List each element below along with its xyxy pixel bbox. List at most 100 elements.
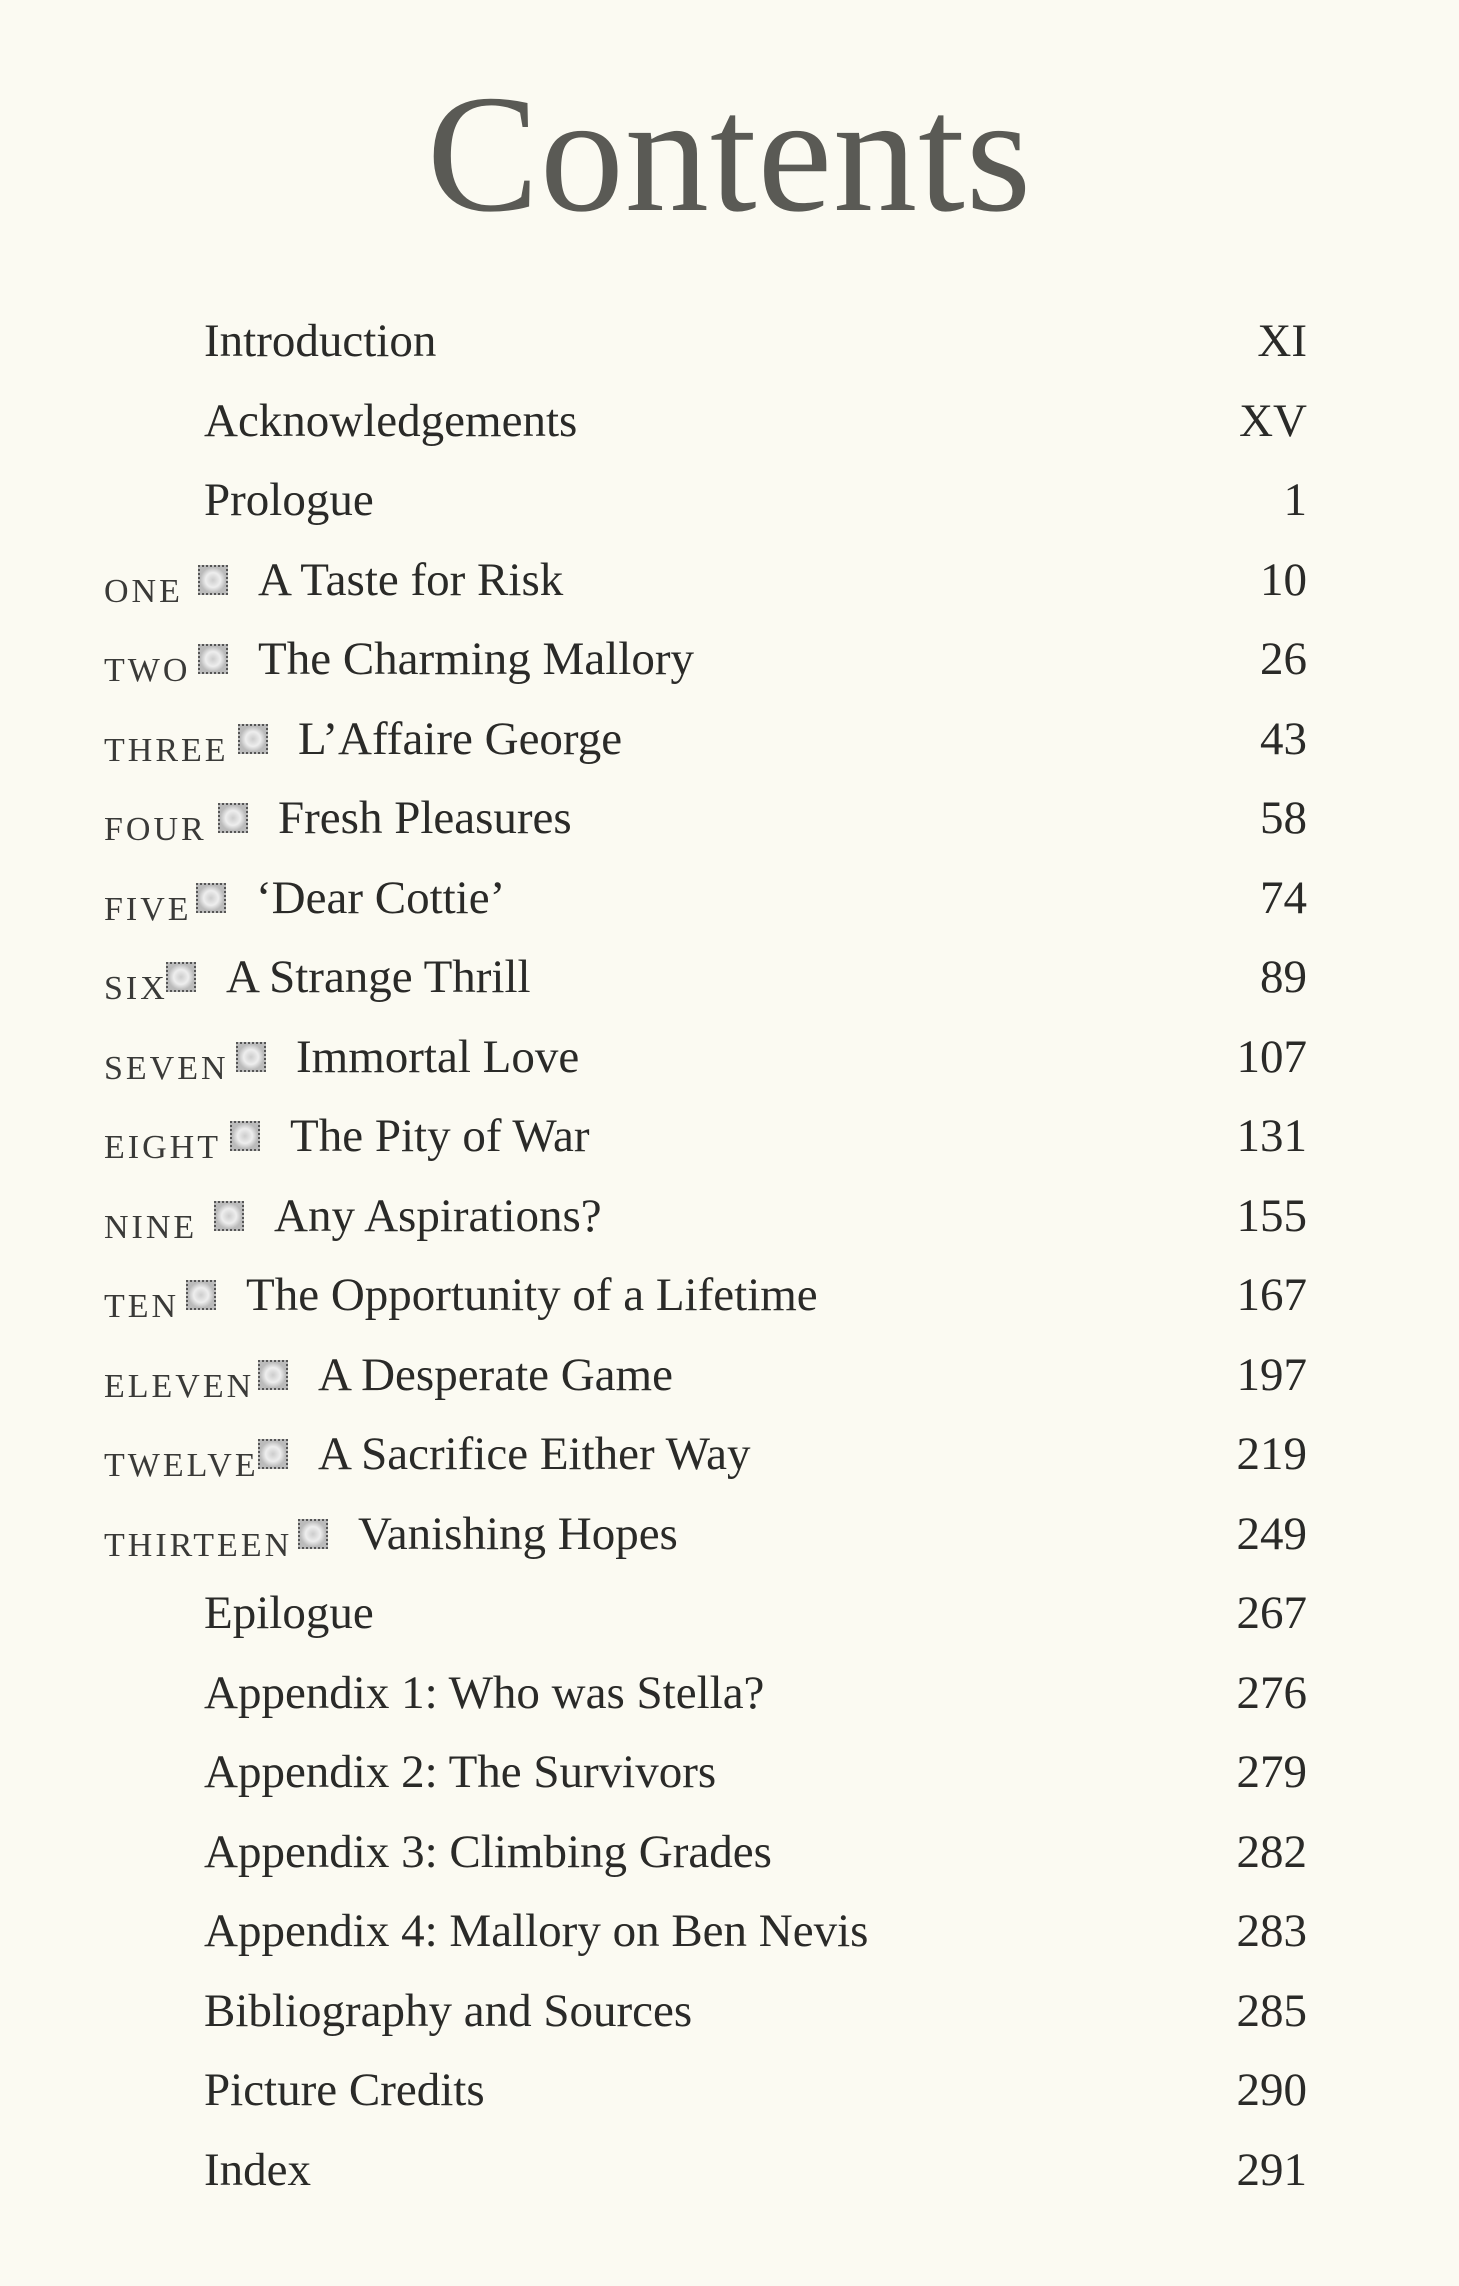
- chapter-title-group: ‘Dear Cottie’: [196, 871, 505, 925]
- ornament-icon: [196, 882, 226, 913]
- section-title: Index: [204, 2143, 312, 2196]
- page-number: 197: [1236, 1348, 1308, 1401]
- ornament-icon: [236, 1041, 266, 1072]
- toc-entry: Bibliography and Sources 285: [0, 1982, 1459, 2061]
- toc-entry: ONE A Taste for Risk 10: [0, 551, 1459, 630]
- chapter-number: FOUR: [104, 811, 207, 848]
- chapter-number: SEVEN: [104, 1049, 229, 1087]
- chapter-number: FIVE: [104, 890, 192, 928]
- ornament-icon: [298, 1518, 328, 1549]
- chapter-title-group: Vanishing Hopes: [298, 1507, 678, 1561]
- page-number: 290: [1236, 2064, 1308, 2116]
- page-number: 249: [1236, 1507, 1308, 1560]
- section-title: Appendix 3: Climbing Grades: [204, 1825, 772, 1878]
- chapter-title: Immortal Love: [296, 1030, 580, 1083]
- ornament-icon: [238, 723, 268, 754]
- toc-entry: Appendix 2: The Survivors 279: [0, 1743, 1459, 1822]
- page-number: 167: [1236, 1269, 1308, 1321]
- toc-entry: Acknowledgements XV: [0, 392, 1459, 471]
- chapter-title-group: A Desperate Game: [258, 1348, 673, 1402]
- ornament-icon: [214, 1200, 244, 1231]
- chapter-title-group: L’Affaire George: [238, 712, 622, 766]
- chapter-number: ELEVEN: [104, 1367, 255, 1405]
- page-title: Contents: [426, 61, 1033, 247]
- section-title: Epilogue: [204, 1587, 374, 1639]
- toc-entry: Appendix 1: Who was Stella? 276: [0, 1664, 1459, 1743]
- chapter-title-group: Any Aspirations?: [214, 1189, 602, 1243]
- chapter-number: TWELVE: [104, 1447, 259, 1484]
- ornament-icon: [198, 644, 228, 674]
- chapter-title-group: A Strange Thrill: [166, 950, 531, 1004]
- section-title: Introduction: [204, 315, 437, 367]
- toc-entry: Introduction XI: [0, 312, 1459, 391]
- chapter-title: The Pity of War: [290, 1110, 590, 1162]
- toc-entry: Index 291: [0, 2141, 1459, 2220]
- chapter-title: A Sacrifice Either Way: [318, 1428, 751, 1480]
- toc-entry: SIX A Strange Thrill 89: [0, 948, 1459, 1027]
- chapter-title-group: A Taste for Risk: [198, 553, 563, 607]
- ornament-icon: [218, 803, 248, 833]
- chapter-title: The Charming Mallory: [258, 633, 694, 685]
- toc-entry: THREE L’Affaire George 43: [0, 710, 1459, 789]
- page-number: 291: [1236, 2143, 1308, 2196]
- page-number: 26: [1260, 633, 1307, 685]
- chapter-title: A Desperate Game: [318, 1348, 673, 1401]
- chapter-title: The Opportunity of a Lifetime: [246, 1269, 818, 1321]
- toc-entry: TWELVE A Sacrifice Either Way 219: [0, 1425, 1459, 1504]
- toc-entry: Prologue 1: [0, 471, 1459, 550]
- chapter-number: NINE: [104, 1208, 198, 1246]
- toc-entry: THIRTEEN Vanishing Hopes 249: [0, 1505, 1459, 1584]
- ornament-icon: [258, 1439, 288, 1469]
- page-number: 282: [1236, 1825, 1308, 1878]
- chapter-title: Vanishing Hopes: [358, 1507, 678, 1560]
- page-number: 285: [1236, 1984, 1308, 2037]
- section-title: Prologue: [204, 474, 374, 526]
- page-number: 107: [1236, 1030, 1308, 1083]
- ornament-icon: [198, 564, 228, 595]
- section-title: Bibliography and Sources: [204, 1984, 693, 2037]
- toc-entry: ELEVEN A Desperate Game 197: [0, 1346, 1459, 1425]
- page-number: 89: [1260, 951, 1307, 1003]
- page-number: XI: [1257, 315, 1307, 367]
- toc-entry: NINE Any Aspirations? 155: [0, 1187, 1459, 1266]
- page-number: 276: [1236, 1666, 1308, 1719]
- toc-entry: EIGHT The Pity of War 131: [0, 1107, 1459, 1186]
- ornament-icon: [258, 1359, 288, 1390]
- toc-entry: Appendix 3: Climbing Grades 282: [0, 1823, 1459, 1902]
- page-number: 279: [1236, 1746, 1308, 1798]
- chapter-number: ONE: [104, 572, 183, 610]
- ornament-icon: [186, 1280, 216, 1310]
- toc-entry: Epilogue 267: [0, 1584, 1459, 1663]
- chapter-number: THIRTEEN: [104, 1526, 293, 1564]
- toc-entry: SEVEN Immortal Love 107: [0, 1028, 1459, 1107]
- chapter-number: EIGHT: [104, 1129, 221, 1166]
- chapter-title: ‘Dear Cottie’: [256, 871, 506, 924]
- chapter-title-group: The Opportunity of a Lifetime: [186, 1268, 818, 1322]
- chapter-title: Fresh Pleasures: [278, 792, 572, 844]
- chapter-title-group: A Sacrifice Either Way: [258, 1427, 751, 1481]
- chapter-number: TWO: [104, 652, 191, 689]
- chapter-title: Any Aspirations?: [274, 1189, 602, 1242]
- chapter-number: SIX: [104, 970, 168, 1007]
- toc-entry: FOUR Fresh Pleasures 58: [0, 789, 1459, 868]
- section-title: Picture Credits: [204, 2064, 485, 2116]
- chapter-title: A Taste for Risk: [258, 553, 564, 606]
- toc-entry: TEN The Opportunity of a Lifetime 167: [0, 1266, 1459, 1345]
- page-number: 74: [1260, 871, 1307, 924]
- chapter-number: THREE: [104, 731, 229, 769]
- page-number: 1: [1283, 474, 1308, 526]
- page-number: XV: [1239, 394, 1307, 447]
- page-number: 10: [1260, 553, 1307, 606]
- page-number: 219: [1236, 1428, 1308, 1480]
- ornament-icon: [166, 962, 196, 992]
- chapter-title: A Strange Thrill: [226, 951, 531, 1003]
- page-number: 58: [1260, 792, 1307, 844]
- page-number: 283: [1236, 1905, 1308, 1957]
- page-number: 131: [1236, 1110, 1308, 1162]
- chapter-number: TEN: [104, 1288, 180, 1325]
- section-title: Appendix 4: Mallory on Ben Nevis: [204, 1905, 869, 1957]
- page-number: 43: [1260, 712, 1307, 765]
- section-title: Acknowledgements: [204, 394, 578, 447]
- page-number: 267: [1236, 1587, 1308, 1639]
- toc-entry: TWO The Charming Mallory 26: [0, 630, 1459, 709]
